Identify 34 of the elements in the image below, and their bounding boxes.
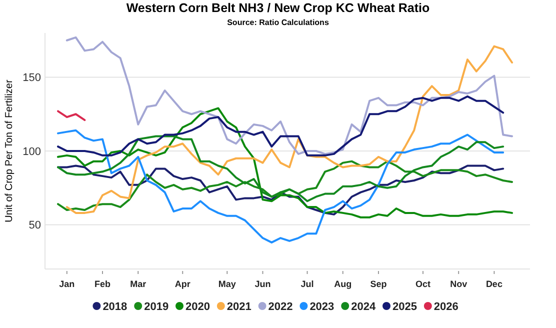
legend-label: 2025 [392,301,417,313]
legend-label: 2018 [102,301,128,313]
x-tick-label: Aug [334,279,352,289]
legend-label: 2021 [226,301,252,313]
line-series [66,36,513,155]
x-tick-label: Mar [130,279,147,289]
legend-label: 2019 [144,301,169,313]
legend-label: 2024 [351,301,376,313]
x-tick-label: Feb [94,279,112,289]
line-series [57,95,504,156]
y-tick-label: 150 [22,72,41,84]
line-series [57,129,504,244]
x-tick-label: Nov [450,279,468,289]
y-axis-title: Unit of Crop Per Ton of Fertilizer [4,79,15,222]
x-tick-label: Apr [174,279,191,289]
legend-label: 2020 [186,301,210,313]
line-series [57,107,513,218]
x-tick-label: Dec [486,279,502,289]
legend-label: 2022 [268,301,293,313]
x-tick-label: May [218,279,236,289]
line-series [66,45,513,214]
chart-subtitle: Source: Ratio Calculations [227,18,330,27]
line-series [57,164,504,216]
x-tick-label: Jan [59,279,75,289]
x-tick-label: Jul [300,279,314,289]
legend-label: 2026 [434,301,458,313]
line-series [57,110,86,122]
x-tick-label: Jun [254,279,271,289]
chart-title: Western Corn Belt NH3 / New Crop KC Wheat Ratio [126,1,430,15]
x-tick-label: Sep [370,279,388,289]
x-tick-label: Oct [415,279,430,289]
legend-label: 2023 [310,301,334,313]
y-tick-label: 50 [28,220,41,232]
y-tick-label: 100 [22,146,41,158]
